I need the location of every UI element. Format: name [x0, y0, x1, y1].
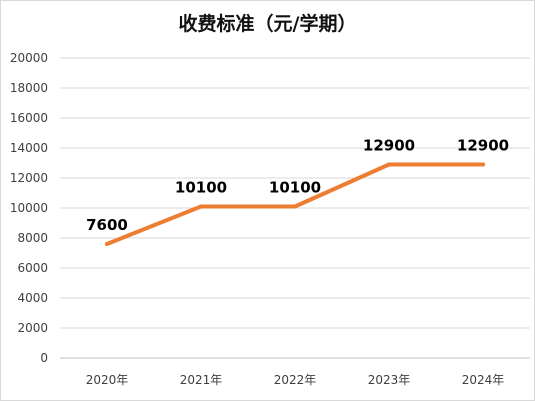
data-label: 12900: [457, 137, 509, 155]
series-group: [105, 162, 485, 246]
data-label: 10100: [175, 179, 227, 197]
x-tick-label: 2022年: [274, 373, 317, 387]
x-tick-label: 2023年: [368, 373, 411, 387]
y-tick-label: 6000: [17, 261, 48, 275]
y-tick-label: 4000: [17, 291, 48, 305]
y-tick-label: 10000: [10, 201, 48, 215]
y-axis-ticks: 0 2000 4000 6000 8000 10000 12000 14000 16000 180…: [10, 51, 48, 365]
data-point: [293, 204, 297, 209]
x-tick-label: 2020年: [86, 373, 129, 387]
y-tick-label: 12000: [10, 171, 48, 185]
data-label: 10100: [269, 179, 321, 197]
data-point: [199, 204, 203, 209]
data-label: 7600: [86, 216, 128, 234]
y-tick-label: 0: [40, 351, 48, 365]
x-tick-label: 2024年: [462, 373, 505, 387]
y-tick-label: 16000: [10, 111, 48, 125]
y-tick-label: 2000: [17, 321, 48, 335]
series-line: [105, 162, 485, 246]
chart-title: 收费标准（元/学期）: [178, 13, 357, 35]
x-tick-label: 2021年: [180, 373, 223, 387]
data-label: 12900: [363, 137, 415, 155]
data-point: [387, 162, 391, 167]
y-tick-label: 20000: [10, 51, 48, 65]
y-tick-label: 8000: [17, 231, 48, 245]
x-axis-ticks: 2020年 2021年 2022年 2023年 2024年: [86, 373, 505, 387]
data-point: [105, 242, 109, 246]
y-tick-label: 14000: [10, 141, 48, 155]
data-point: [481, 162, 485, 167]
y-tick-label: 18000: [10, 81, 48, 95]
data-labels: 7600 10100 10100 12900 12900: [86, 137, 509, 235]
gridlines: [60, 57, 530, 329]
